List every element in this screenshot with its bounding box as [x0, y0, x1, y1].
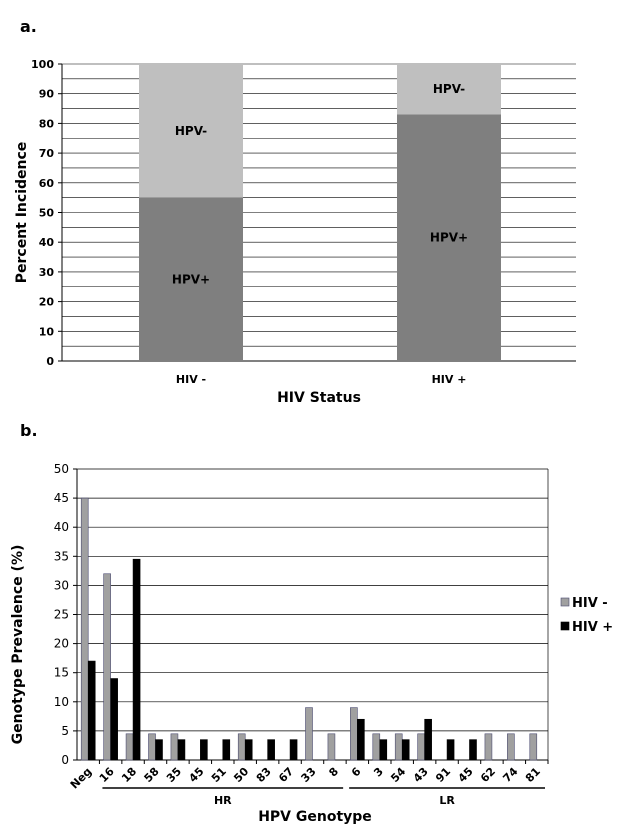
y-axis-title: Percent Incidence [14, 142, 30, 284]
bar [267, 739, 275, 761]
bar-segment-label: HPV- [175, 124, 207, 138]
x-tick-label: 83 [254, 765, 274, 785]
x-tick-label: 6 [349, 765, 364, 780]
bar [350, 707, 358, 761]
legend-swatch [560, 621, 570, 631]
bar [170, 733, 179, 761]
y-tick-label: 45 [54, 491, 69, 505]
bar [327, 733, 336, 761]
x-tick-label: 91 [433, 765, 453, 785]
x-tick-label: 43 [411, 765, 431, 785]
y-tick-label: 50 [39, 207, 55, 220]
bar [401, 739, 410, 761]
bar [379, 739, 388, 761]
x-tick-label: 35 [164, 765, 184, 785]
x-tick-label: 81 [523, 765, 543, 785]
panel-a-label: a. [20, 17, 37, 36]
x-tick-label: 50 [231, 765, 251, 785]
bar [424, 718, 432, 761]
legend-swatch [560, 597, 570, 607]
bar-segment [139, 64, 243, 198]
y-tick-label: 90 [39, 88, 55, 101]
bar [222, 739, 231, 761]
bar [155, 739, 163, 761]
x-tick-label: 58 [142, 765, 162, 785]
x-axis-title: HPV Genotype [258, 809, 372, 825]
bar [507, 733, 515, 761]
x-tick-label: 67 [276, 765, 296, 785]
y-tick-label: 20 [54, 637, 69, 651]
legend-label: HIV + [572, 620, 613, 635]
x-tick-label: Neg [68, 765, 95, 792]
bar [244, 739, 253, 761]
group-label: LR [439, 794, 455, 807]
legend-label: HIV - [572, 596, 608, 611]
y-tick-label: 40 [39, 236, 55, 249]
x-axis-title: HIV Status [277, 390, 361, 406]
bar-segment-label: HPV+ [430, 231, 468, 245]
y-tick-label: 10 [39, 325, 55, 338]
y-tick-label: 20 [39, 296, 55, 309]
x-tick-label: 74 [500, 765, 520, 785]
bar [394, 733, 403, 761]
bar [132, 558, 141, 761]
x-tick-label: 45 [186, 765, 206, 785]
x-tick-label: 51 [209, 765, 229, 785]
bar-segment-label: HPV- [433, 82, 465, 96]
bar [289, 739, 298, 761]
chart-a: 0 10 20 30 40 50 60 70 80 90 100 HPV+ HPV- HIV - HPV+ H… [14, 58, 576, 406]
y-tick-label: 40 [54, 520, 69, 534]
y-tick-label: 80 [39, 117, 55, 130]
bar [87, 660, 96, 761]
bar [103, 573, 111, 761]
bar-segment [397, 64, 501, 115]
group-label: HR [214, 794, 232, 807]
x-tick-label: 62 [478, 765, 498, 785]
bar [125, 733, 134, 761]
bar [237, 733, 246, 761]
bar [177, 739, 186, 761]
y-axis-title: Genotype Prevalence (%) [10, 545, 26, 745]
y-tick-label: 70 [39, 147, 55, 160]
y-tick-label: 30 [54, 578, 69, 592]
bar [200, 739, 208, 761]
y-tick-label: 15 [54, 666, 69, 680]
y-tick-label: 10 [54, 695, 69, 709]
y-tick-label: 100 [31, 58, 54, 71]
bar [484, 733, 493, 761]
x-tick-label: 54 [388, 765, 408, 785]
bar [469, 739, 477, 761]
x-tick-label: 8 [326, 765, 341, 780]
bar [80, 497, 89, 761]
y-tick-label: 5 [61, 724, 69, 738]
y-tick-label: 50 [54, 462, 69, 476]
x-category-label: HIV + [432, 373, 467, 386]
x-tick-label: 33 [299, 765, 319, 785]
bar [529, 733, 538, 761]
y-tick-label: 0 [61, 753, 69, 767]
bar [372, 733, 381, 761]
panel-b-label: b. [20, 421, 38, 440]
x-tick-label: 3 [371, 765, 386, 780]
bar [148, 733, 156, 761]
bar [417, 733, 425, 761]
y-tick-label: 0 [46, 355, 54, 368]
bar-segment [397, 114, 501, 362]
bar [305, 707, 313, 761]
x-tick-label: 16 [97, 765, 117, 785]
x-category-label: HIV - [176, 373, 206, 386]
bar [110, 678, 118, 761]
bar-segment [139, 197, 243, 361]
y-tick-label: 25 [54, 608, 69, 622]
y-tick-label: 30 [39, 266, 55, 279]
y-tick-label: 60 [39, 177, 55, 190]
y-tick-label: 35 [54, 549, 69, 563]
x-tick-label: 18 [119, 765, 139, 785]
bar [357, 718, 365, 761]
bar [446, 739, 455, 761]
bar-segment-label: HPV+ [172, 272, 210, 286]
x-tick-label: 45 [456, 765, 476, 785]
